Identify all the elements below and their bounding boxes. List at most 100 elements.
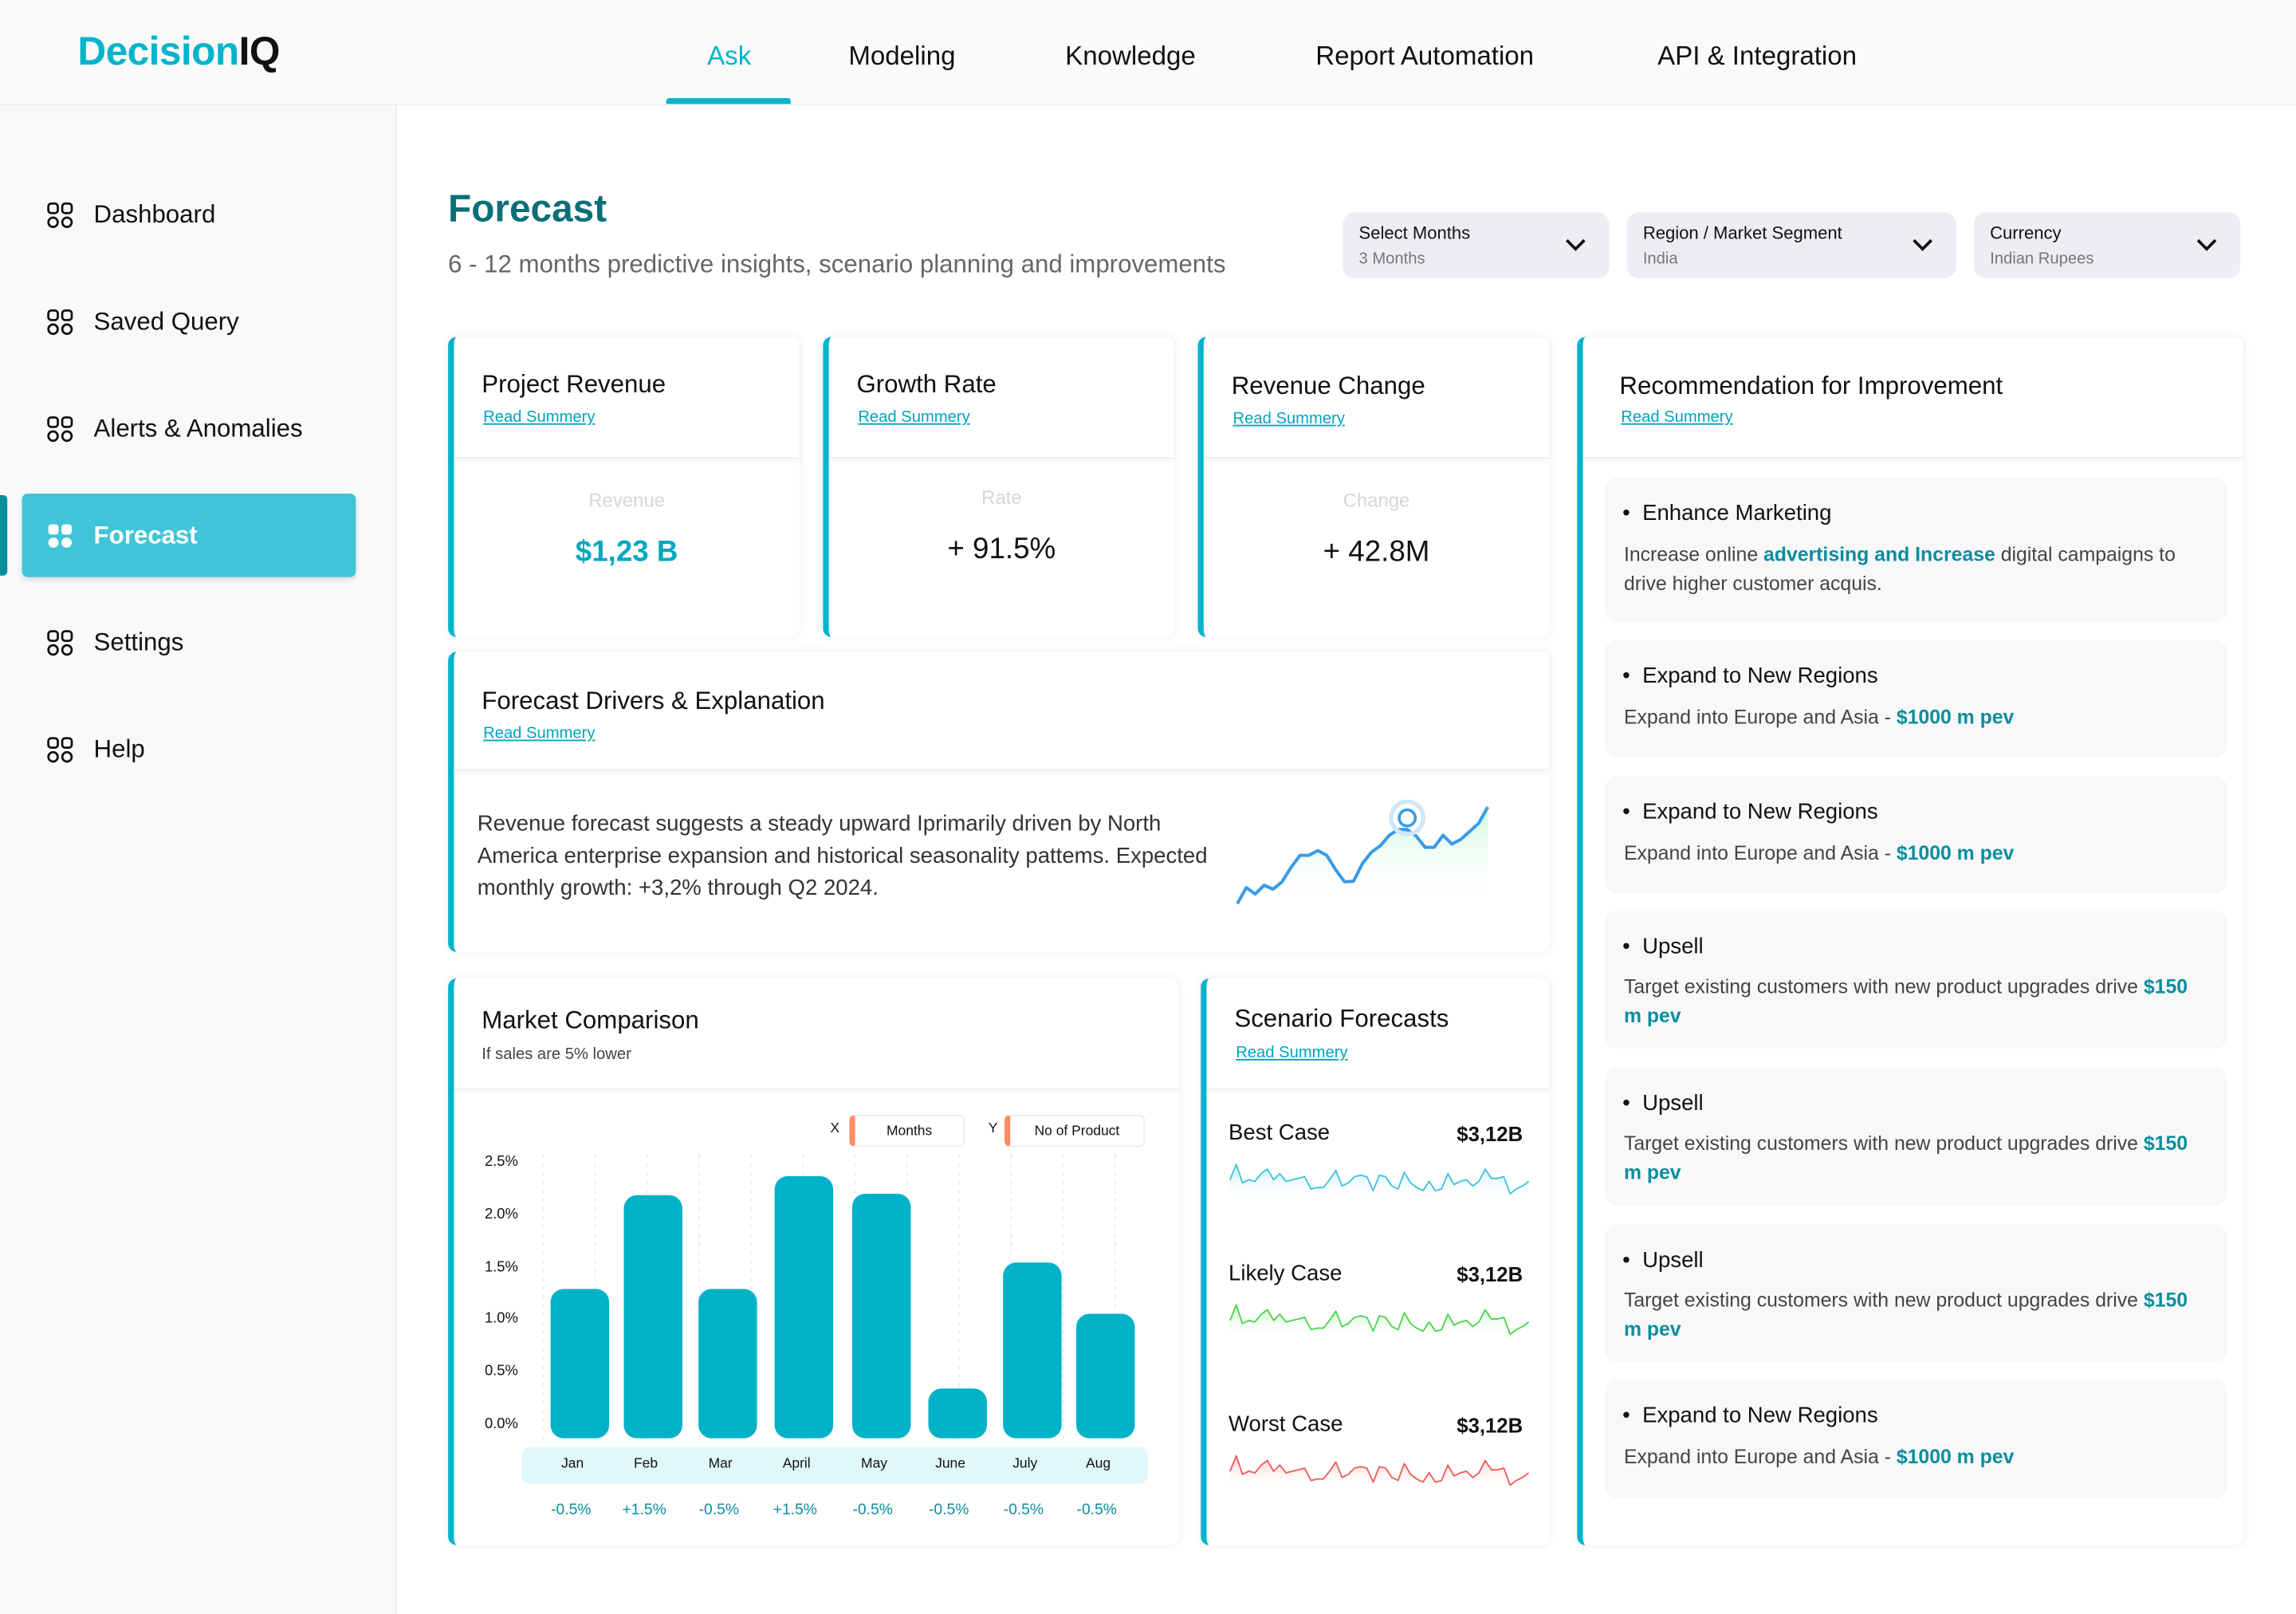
recommendation-description: Target existing customers with new produ… bbox=[1624, 973, 2207, 1031]
y-tick-label: 1.0% bbox=[484, 1311, 518, 1328]
nav-api-integration[interactable]: API & Integration bbox=[1657, 41, 1858, 71]
x-tick-label: July bbox=[1012, 1455, 1038, 1472]
chart-gridlines bbox=[542, 1154, 1116, 1440]
card-header bbox=[828, 337, 1175, 459]
description-text: Target existing customers with new produ… bbox=[1623, 975, 2144, 998]
recommendation-item[interactable]: • Expand to New Regions Expand into Europ… bbox=[1605, 640, 2227, 758]
change-label: -0.5% bbox=[1003, 1501, 1044, 1519]
recommendation-title-text: Expand to New Regions bbox=[1642, 1403, 1878, 1428]
sparkline-line bbox=[1236, 806, 1489, 905]
bar-jan[interactable] bbox=[550, 1288, 610, 1439]
sidebar-item-label: Settings bbox=[93, 628, 184, 655]
recommendation-description: Expand into Europe and Asia - $1000 m pe… bbox=[1624, 1443, 2207, 1472]
legend-y-axis-select[interactable]: No of Product bbox=[1005, 1114, 1146, 1148]
nav-ask[interactable]: Ask bbox=[707, 41, 752, 71]
grid-icon bbox=[47, 415, 73, 442]
select-months-dropdown[interactable]: Select Months 3 Months bbox=[1343, 212, 1610, 278]
bar-may[interactable] bbox=[851, 1193, 911, 1439]
recommendation-title: • Upsell bbox=[1622, 1247, 1704, 1273]
recommendation-title-text: Expand to New Regions bbox=[1642, 663, 1878, 689]
sparkline-line bbox=[1229, 1304, 1530, 1336]
likely-case-sparkline bbox=[1229, 1304, 1530, 1340]
card-subtitle: If sales are 5% lower bbox=[482, 1045, 631, 1064]
read-summary-link[interactable]: Read Summery bbox=[1233, 410, 1345, 428]
sidebar-item-forecast[interactable]: Forecast bbox=[22, 493, 356, 577]
best-case-sparkline bbox=[1229, 1163, 1530, 1200]
read-summary-link[interactable]: Read Summery bbox=[483, 725, 596, 743]
recommendation-description: Expand into Europe and Asia - $1000 m pe… bbox=[1624, 703, 2207, 733]
sidebar-item-help[interactable]: Help bbox=[22, 707, 356, 791]
logo[interactable]: DecisionIQ bbox=[77, 30, 280, 75]
highlight-value: $1000 m pev bbox=[1896, 1445, 2015, 1468]
recommendation-title: • Expand to New Regions bbox=[1622, 799, 1878, 825]
chevron-down-icon bbox=[1913, 238, 1932, 251]
recommendation-item[interactable]: • Upsell Target existing customers with n… bbox=[1605, 911, 2227, 1049]
legend-x-axis-select[interactable]: Months bbox=[849, 1114, 965, 1148]
sparkline-area bbox=[1229, 1455, 1529, 1491]
active-tab-indicator bbox=[666, 98, 791, 104]
y-tick-label: 0.5% bbox=[484, 1364, 518, 1380]
description-text: Expand into Europe and Asia - bbox=[1623, 842, 1897, 864]
nav-knowledge[interactable]: Knowledge bbox=[1065, 41, 1196, 71]
sidebar-item-saved-query[interactable]: Saved Query bbox=[22, 280, 356, 364]
legend-y-key: Y bbox=[988, 1120, 998, 1137]
read-summary-link[interactable]: Read Summery bbox=[1621, 408, 1733, 427]
sidebar-item-label: Saved Query bbox=[93, 306, 239, 335]
nav-modeling[interactable]: Modeling bbox=[848, 41, 956, 71]
recommendation-title: • Expand to New Regions bbox=[1622, 1403, 1878, 1428]
peak-marker[interactable] bbox=[1389, 799, 1426, 837]
page-title: Forecast bbox=[448, 186, 607, 230]
drivers-explanation: Revenue forecast suggests a steady upwar… bbox=[477, 811, 1208, 901]
recommendation-title-text: Upsell bbox=[1642, 1091, 1704, 1116]
worst-case-sparkline bbox=[1229, 1455, 1530, 1491]
chevron-down-icon bbox=[2196, 238, 2217, 251]
grid-icon bbox=[47, 309, 73, 335]
worst-case-value: $3,12B bbox=[1457, 1413, 1523, 1437]
recommendation-item[interactable]: • Enhance Marketing Increase online adver… bbox=[1605, 477, 2227, 623]
sparkline-area bbox=[1229, 1164, 1529, 1200]
x-tick-label: Jan bbox=[561, 1455, 584, 1472]
read-summary-link[interactable]: Read Summery bbox=[483, 408, 596, 427]
recommendation-item[interactable]: • Upsell Target existing customers with n… bbox=[1605, 1224, 2227, 1363]
dropdown-value: Indian Rupees bbox=[1990, 250, 2094, 269]
description-text: Expand into Europe and Asia - bbox=[1623, 1445, 1897, 1468]
region-dropdown[interactable]: Region / Market Segment India bbox=[1626, 212, 1956, 278]
bar-mar[interactable] bbox=[698, 1289, 757, 1439]
highlight-value: $1000 m pev bbox=[1896, 842, 2015, 864]
recommendation-item[interactable]: • Expand to New Regions Expand into Europ… bbox=[1605, 1380, 2227, 1498]
read-summary-link[interactable]: Read Summery bbox=[858, 408, 970, 427]
change-label: -0.5% bbox=[852, 1501, 893, 1519]
trend-sparkline bbox=[1236, 799, 1489, 910]
recommendation-item[interactable]: • Expand to New Regions Expand into Europ… bbox=[1605, 776, 2227, 894]
chevron-down-icon bbox=[1566, 238, 1586, 251]
active-sidebar-marker bbox=[0, 494, 8, 576]
sidebar-item-alerts-anomalies[interactable]: Alerts & Anomalies bbox=[22, 387, 356, 470]
description-text: Target existing customers with new produ… bbox=[1623, 1289, 2144, 1311]
highlight-value: advertising and Increase bbox=[1763, 543, 1995, 565]
peak-marker-dot bbox=[1398, 808, 1417, 828]
sidebar bbox=[0, 105, 397, 1614]
nav-report-automation[interactable]: Report Automation bbox=[1315, 41, 1535, 71]
bar-feb[interactable] bbox=[623, 1194, 682, 1439]
bar-april[interactable] bbox=[774, 1175, 834, 1439]
currency-dropdown[interactable]: Currency Indian Rupees bbox=[1973, 212, 2241, 278]
recommendation-description: Increase online advertising and Increase… bbox=[1624, 541, 2207, 599]
sidebar-item-label: Alerts & Anomalies bbox=[93, 413, 303, 442]
sidebar-item-dashboard[interactable]: Dashboard bbox=[22, 173, 356, 257]
sidebar-item-label: Help bbox=[93, 734, 145, 763]
bar-july[interactable] bbox=[1003, 1262, 1062, 1439]
legend-x-key: X bbox=[830, 1120, 840, 1137]
sparkline-area bbox=[1237, 807, 1488, 910]
bar-june[interactable] bbox=[928, 1388, 987, 1439]
top-header bbox=[0, 0, 2296, 106]
recommendation-item[interactable]: • Upsell Target existing customers with n… bbox=[1605, 1067, 2227, 1206]
recommendation-description: Expand into Europe and Asia - $1000 m pe… bbox=[1624, 839, 2207, 868]
likely-case-label: Likely Case bbox=[1229, 1261, 1343, 1286]
sidebar-item-settings[interactable]: Settings bbox=[22, 600, 356, 684]
read-summary-link[interactable]: Read Summery bbox=[1236, 1044, 1348, 1062]
bar-aug[interactable] bbox=[1076, 1314, 1135, 1439]
dropdown-label: Select Months bbox=[1358, 222, 1471, 243]
y-tick-label: 1.5% bbox=[484, 1258, 518, 1276]
card-header bbox=[1206, 978, 1550, 1090]
grid-icon bbox=[47, 629, 73, 655]
